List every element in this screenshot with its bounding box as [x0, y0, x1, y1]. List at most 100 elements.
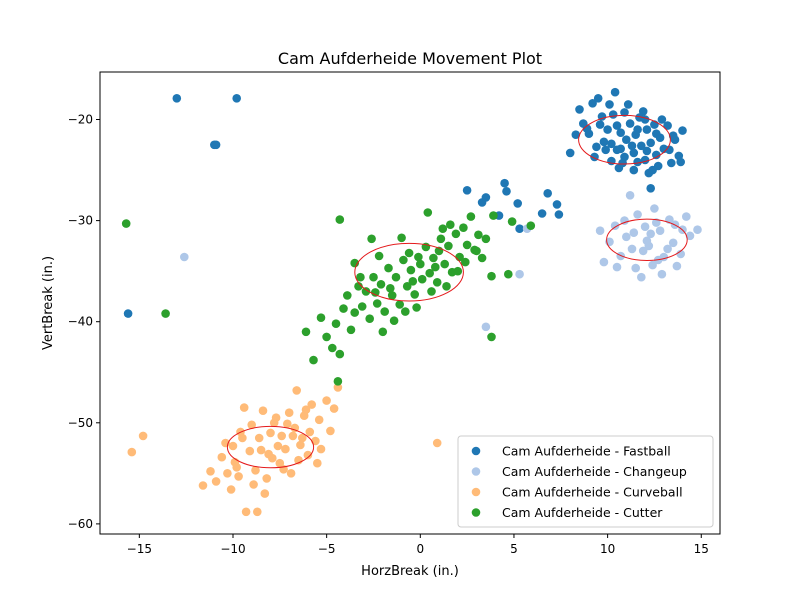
y-tick-label: −50	[68, 416, 93, 430]
data-point	[217, 452, 227, 462]
data-point	[622, 135, 631, 144]
data-point	[425, 268, 435, 278]
data-point	[507, 217, 517, 226]
data-point	[228, 441, 238, 451]
data-point	[356, 272, 365, 282]
data-point	[685, 231, 695, 241]
data-point	[283, 419, 292, 429]
data-point	[650, 204, 659, 213]
data-point	[309, 355, 318, 365]
data-point	[391, 272, 401, 282]
data-point	[288, 431, 298, 441]
cluster-ellipse	[226, 425, 315, 469]
data-point	[378, 327, 388, 337]
data-point	[365, 314, 375, 324]
data-point	[676, 249, 685, 259]
data-point	[402, 282, 412, 291]
data-point	[502, 187, 511, 196]
data-point	[442, 282, 451, 291]
data-point	[588, 99, 597, 108]
data-point	[249, 480, 258, 489]
data-point	[612, 121, 622, 130]
data-point	[571, 130, 581, 139]
data-point	[234, 472, 243, 481]
data-point	[384, 263, 393, 273]
data-point	[223, 469, 232, 478]
data-point	[412, 303, 421, 312]
x-tick-label: 10	[600, 542, 615, 556]
legend-label: Cam Aufderheide - Fastball	[502, 444, 671, 459]
data-point	[329, 404, 339, 413]
data-point	[251, 466, 260, 475]
data-point	[161, 309, 170, 318]
data-point	[565, 148, 575, 158]
data-point	[380, 307, 390, 316]
data-point	[331, 319, 341, 329]
data-point	[254, 433, 264, 443]
data-point	[620, 108, 629, 117]
data-point	[477, 253, 487, 263]
x-tick-label: 0	[416, 542, 424, 556]
data-point	[314, 415, 324, 425]
series-0	[123, 87, 687, 318]
data-point	[608, 110, 618, 119]
data-point	[466, 212, 476, 221]
data-point	[642, 125, 652, 134]
data-point	[256, 445, 266, 455]
data-point	[537, 209, 547, 218]
legend: Cam Aufderheide - Fastball Cam Aufderheid…	[457, 435, 714, 528]
data-point	[241, 507, 251, 517]
data-point	[446, 220, 455, 229]
cluster-ellipse	[606, 218, 688, 262]
x-axis-label: HorzBreak (in.)	[361, 564, 459, 579]
data-point	[500, 178, 509, 188]
data-point	[618, 158, 627, 168]
data-point	[123, 309, 133, 318]
data-point	[281, 444, 290, 454]
data-point	[417, 274, 427, 284]
data-point	[462, 186, 472, 195]
data-point	[416, 259, 425, 269]
data-point	[386, 284, 395, 293]
data-point	[290, 423, 300, 433]
data-point	[273, 441, 283, 451]
data-point	[526, 221, 536, 230]
data-point	[646, 184, 655, 193]
data-point	[444, 241, 453, 251]
data-point	[376, 280, 386, 289]
x-tick-label: 5	[510, 542, 518, 556]
data-point	[620, 216, 629, 225]
y-tick-label: −30	[68, 214, 93, 228]
data-point	[627, 141, 637, 151]
data-point	[601, 145, 610, 155]
data-point	[350, 258, 360, 268]
data-point	[389, 316, 399, 326]
chart-title: Cam Aufderheide Movement Plot	[278, 49, 542, 68]
data-point	[333, 377, 343, 386]
data-point	[638, 107, 648, 116]
data-point	[668, 131, 678, 140]
data-point	[646, 138, 655, 148]
legend-box	[457, 435, 714, 528]
data-point	[451, 229, 461, 239]
data-point	[371, 288, 380, 297]
data-point	[610, 87, 620, 97]
data-point	[668, 238, 678, 248]
plot-frame	[99, 71, 721, 535]
data-point	[172, 94, 182, 103]
data-point	[260, 489, 270, 498]
data-point	[211, 477, 221, 486]
x-tick-label: 15	[694, 542, 709, 556]
data-point	[372, 299, 382, 308]
data-point	[239, 403, 249, 412]
data-point	[301, 327, 311, 337]
data-point	[481, 193, 491, 202]
data-point	[625, 119, 635, 128]
data-point	[343, 291, 352, 300]
data-point	[592, 142, 601, 152]
y-axis-label: VertBreak (in.)	[41, 256, 56, 350]
data-point	[232, 94, 241, 103]
data-point	[633, 157, 642, 167]
y-tick-label: −40	[68, 315, 93, 329]
